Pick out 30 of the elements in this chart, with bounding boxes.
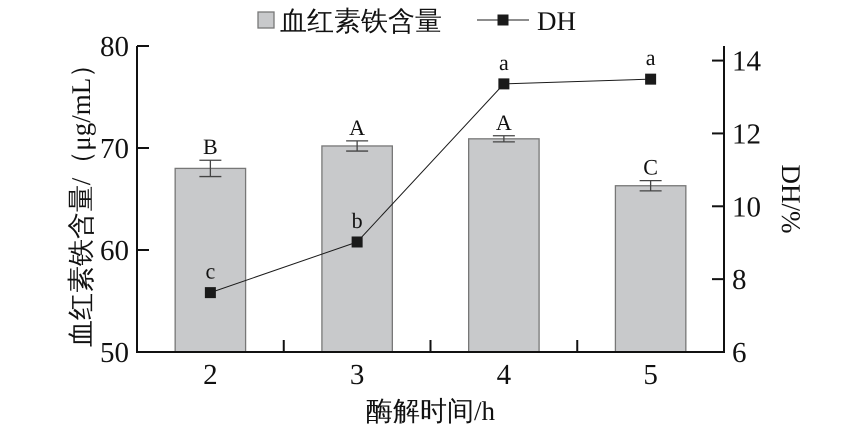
annotation: C <box>643 154 658 180</box>
y-tick-label: 70 <box>100 133 129 165</box>
annotation: a <box>498 50 509 75</box>
y-tick-label: 50 <box>100 337 129 369</box>
legend-label: DH <box>537 6 576 36</box>
point <box>204 287 216 298</box>
y2-tick-label: 6 <box>732 337 746 369</box>
annotation: A <box>496 110 512 135</box>
annotation: A <box>349 114 366 140</box>
point <box>645 74 656 85</box>
y-axis-title: 血红素铁含量/（μg/mL） <box>66 50 96 348</box>
point <box>498 78 510 90</box>
y-tick-label: 60 <box>100 235 129 267</box>
y2-tick-label: 14 <box>732 46 762 78</box>
x-tick-label: 2 <box>203 359 218 391</box>
y2-axis-title: DH/% <box>776 164 806 234</box>
y2-tick-label: 12 <box>732 118 761 150</box>
y2-tick-label: 8 <box>732 264 746 296</box>
x-tick-label: 4 <box>496 359 512 391</box>
y2-tick-label: 10 <box>732 191 761 224</box>
annotation: B <box>203 134 218 160</box>
x-tick-label: 3 <box>350 359 364 391</box>
annotation: b <box>352 208 363 233</box>
x-tick-label: 5 <box>643 359 658 391</box>
point <box>352 236 363 248</box>
legend-label: 血红素铁含量 <box>280 6 442 36</box>
annotation: a <box>646 45 656 70</box>
y-tick-label: 80 <box>100 31 129 63</box>
annotation: c <box>205 258 216 284</box>
x-axis-title: 酶解时间/h <box>366 396 496 426</box>
